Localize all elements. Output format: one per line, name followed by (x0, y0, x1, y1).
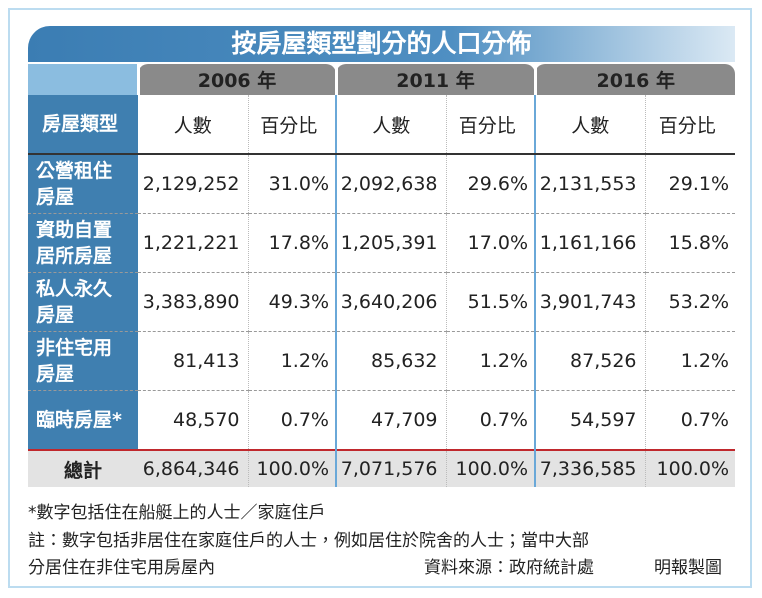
cell: 100.0% (445, 449, 535, 487)
column-header: 人數 (534, 95, 645, 155)
column-header: 百分比 (445, 95, 535, 155)
year-header: 2006 年 (136, 64, 336, 95)
cell: 48,570 (138, 390, 248, 451)
footnote: *數字包括住在船艇上的人士／家庭住戶 (28, 503, 326, 523)
cell: 3,640,206 (335, 272, 446, 332)
cell: 31.0% (247, 154, 336, 214)
cell: 53.2% (644, 272, 735, 332)
cell: 2,131,553 (534, 154, 645, 214)
column-header: 房屋類型 (28, 95, 138, 155)
data-row: 非住宅用房屋 81,413 1.2% 85,632 1.2% 87,526 1.2% (28, 331, 735, 391)
cell: 3,383,890 (138, 272, 248, 332)
cell: 7,071,576 (335, 449, 446, 487)
frame (8, 8, 752, 588)
cell: 0.7% (644, 390, 735, 451)
row-label: 非住宅用房屋 (28, 331, 138, 391)
footnote: 分居住在非住宅用房屋內 (28, 558, 215, 578)
data-row: 資助自置居所房屋 1,221,221 17.8% 1,205,391 17.0% 1,16… (28, 213, 735, 273)
cell: 3,901,743 (534, 272, 645, 332)
cell: 7,336,585 (534, 449, 645, 487)
cell: 2,092,638 (335, 154, 446, 214)
data-row: 公營租住房屋 2,129,252 31.0% 2,092,638 29.6% 2,131,… (28, 154, 735, 214)
row-label: 臨時房屋* (28, 390, 138, 451)
data-row: 臨時房屋* 48,570 0.7% 47,709 0.7% 54,597 0.7% (28, 390, 735, 451)
year-header: 2016 年 (533, 64, 735, 95)
footnote: 註：數字包括非居住在家庭住戶的人士，例如居住於院舍的人士；當中大部 (28, 531, 589, 551)
title: 按房屋類型劃分的人口分佈 (28, 26, 735, 62)
cell: 100.0% (247, 449, 336, 487)
cell: 0.7% (247, 390, 336, 451)
row-label: 公營租住房屋 (28, 154, 138, 214)
source: 資料來源：政府統計處 (424, 558, 594, 578)
year-row: 2006 年 2011 年 2016 年 (28, 64, 735, 95)
cell: 1.2% (644, 331, 735, 391)
cell: 17.8% (247, 213, 336, 273)
data-row: 私人永久房屋 3,383,890 49.3% 3,640,206 51.5% 3,901,… (28, 272, 735, 332)
column-header: 百分比 (247, 95, 336, 155)
cell: 17.0% (445, 213, 535, 273)
cell: 1,221,221 (138, 213, 248, 273)
cell: 15.8% (644, 213, 735, 273)
cell: 2,129,252 (138, 154, 248, 214)
year-header: 2011 年 (334, 64, 535, 95)
header-row: 房屋類型 人數 百分比 人數 百分比 人數 百分比 (28, 95, 735, 155)
cell: 81,413 (138, 331, 248, 391)
total-row: 總計 6,864,346 100.0% 7,071,576 100.0% 7,336,58… (28, 449, 735, 487)
row-label: 總計 (28, 449, 138, 487)
cell: 51.5% (445, 272, 535, 332)
population-table: 2006 年 2011 年 2016 年房屋類型 人數 百分比 人數 百分比 人數 百分比 公營租… (28, 64, 735, 487)
cell: 1.2% (247, 331, 336, 391)
cell: 6,864,346 (138, 449, 248, 487)
cell: 1.2% (445, 331, 535, 391)
column-header: 人數 (335, 95, 446, 155)
cell: 1,161,166 (534, 213, 645, 273)
row-label: 資助自置居所房屋 (28, 213, 138, 273)
cell: 49.3% (247, 272, 336, 332)
cell: 29.6% (445, 154, 535, 214)
column-header: 人數 (138, 95, 248, 155)
cell: 0.7% (445, 390, 535, 451)
cell: 85,632 (335, 331, 446, 391)
row-label: 私人永久房屋 (28, 272, 138, 332)
cell: 1,205,391 (335, 213, 446, 273)
cell: 87,526 (534, 331, 645, 391)
credit: 明報製圖 (654, 558, 722, 578)
column-header: 百分比 (644, 95, 735, 155)
blank-cell (28, 64, 138, 95)
cell: 29.1% (644, 154, 735, 214)
cell: 100.0% (644, 449, 735, 487)
cell: 54,597 (534, 390, 645, 451)
cell: 47,709 (335, 390, 446, 451)
